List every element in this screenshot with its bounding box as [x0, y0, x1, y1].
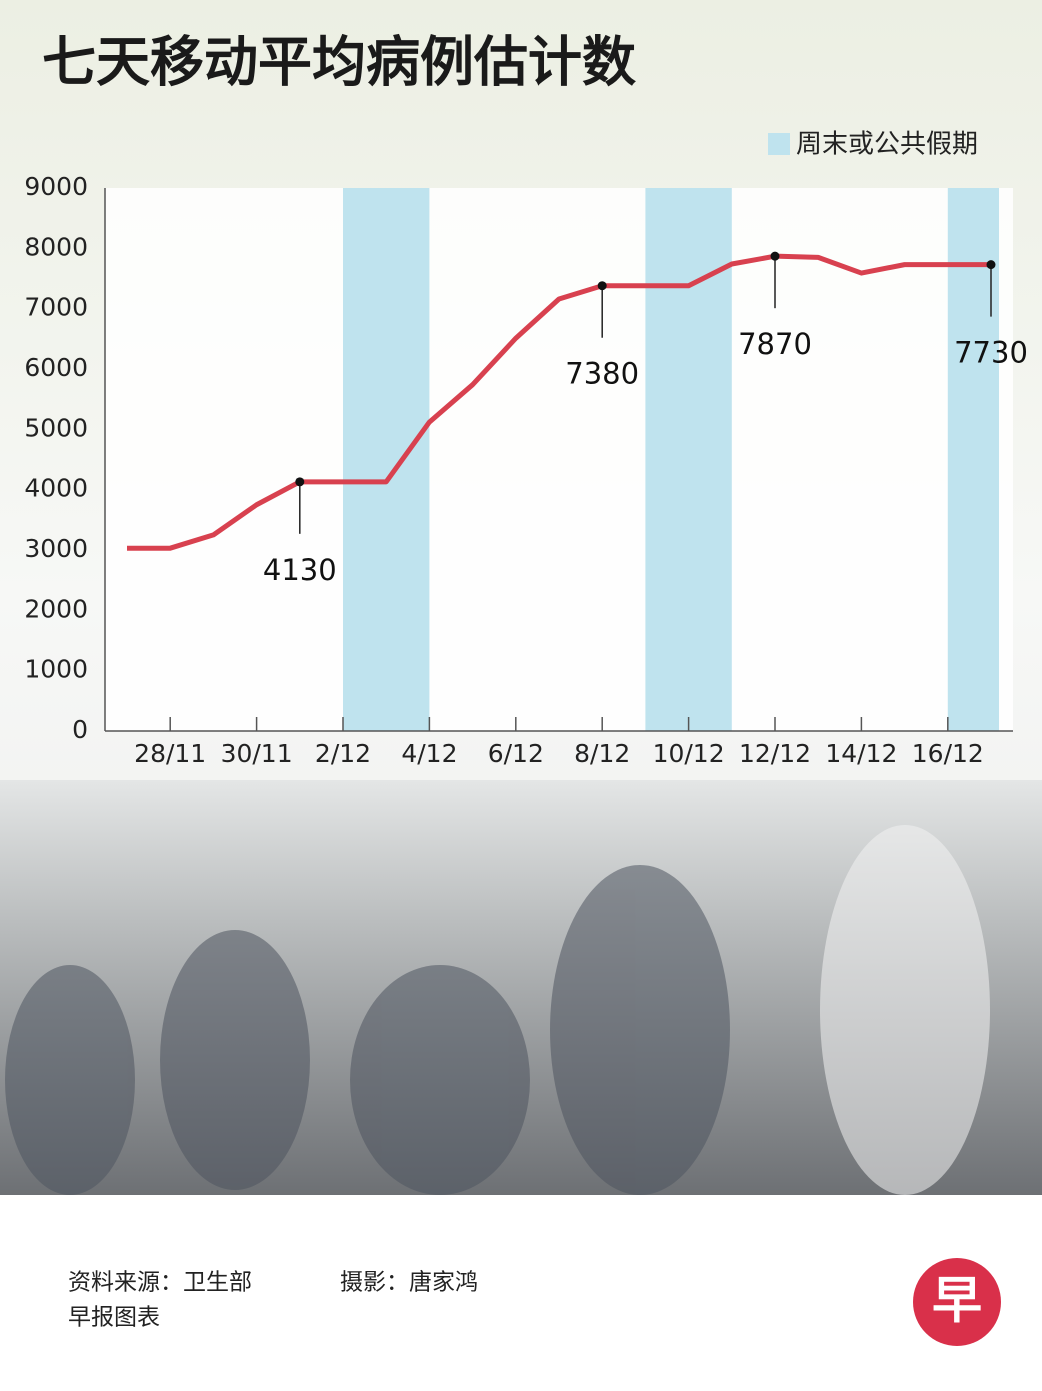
data-label: 7380: [565, 357, 639, 391]
data-label: 7730: [954, 336, 1028, 370]
y-tick-label: 4000: [24, 474, 88, 503]
y-tick-label: 6000: [24, 353, 88, 382]
y-tick-label: 7000: [24, 293, 88, 322]
footer-background: [0, 1195, 1042, 1387]
shaded-band: [343, 188, 430, 731]
data-point: [295, 477, 305, 487]
x-tick-label: 10/12: [653, 739, 725, 768]
data-point: [770, 251, 780, 261]
data-label: 7870: [738, 327, 812, 361]
data-point: [986, 260, 996, 270]
y-tick-label: 0: [72, 715, 88, 744]
shaded-band: [645, 188, 732, 731]
chart-title: 七天移动平均病例估计数: [42, 31, 636, 94]
x-tick-label: 16/12: [912, 739, 984, 768]
x-tick-label: 30/11: [221, 739, 293, 768]
y-tick-label: 3000: [24, 534, 88, 563]
y-tick-label: 5000: [24, 413, 88, 442]
y-tick-label: 1000: [24, 655, 88, 684]
source: 资料来源：卫生部: [68, 1270, 252, 1296]
x-tick-label: 8/12: [574, 739, 630, 768]
data-label: 4130: [263, 553, 337, 587]
x-tick-label: 28/11: [134, 739, 206, 768]
x-tick-label: 4/12: [401, 739, 457, 768]
y-tick-label: 2000: [24, 594, 88, 623]
legend-swatch: [768, 133, 790, 155]
logo-text: 早: [932, 1272, 982, 1330]
data-line: [127, 253, 991, 551]
x-tick-label: 2/12: [315, 739, 371, 768]
x-tick-label: 6/12: [488, 739, 544, 768]
logo: [913, 1258, 1001, 1346]
x-tick-label: 14/12: [825, 739, 897, 768]
photo-figures: [5, 825, 990, 1195]
photo-credit: 摄影：唐家鸿: [340, 1270, 478, 1296]
y-tick-label: 9000: [24, 172, 88, 201]
legend: 周末或公共假期: [768, 130, 978, 160]
data-point: [597, 281, 607, 291]
x-tick-label: 12/12: [739, 739, 811, 768]
plot-area: [105, 188, 1013, 731]
chart-credit: 早报图表: [68, 1305, 160, 1331]
legend-label: 周末或公共假期: [796, 130, 978, 160]
y-tick-label: 8000: [24, 232, 88, 261]
